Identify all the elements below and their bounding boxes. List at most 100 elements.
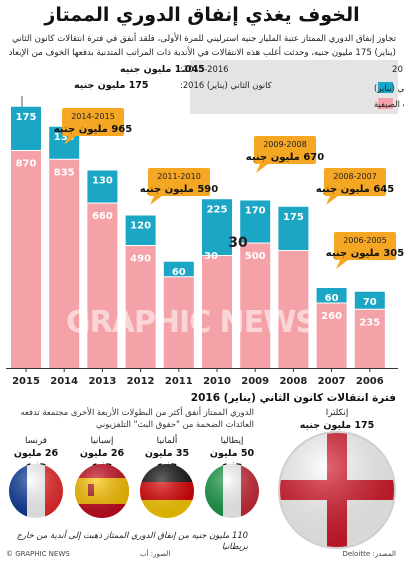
x-tick-label: 2007 [318, 376, 346, 387]
bar-summer-2012 [125, 245, 156, 368]
callout-2006: 2006-2005 305 مليون جنيه [326, 232, 404, 269]
x-tick-label: 2013 [88, 376, 116, 387]
callout-box [254, 136, 316, 164]
callout-2011: 2011-2010 590 مليون جنيه [140, 168, 218, 205]
callout-2009: 2009-2008 670 مليون جنيه [246, 136, 324, 173]
bar-summer-2015 [11, 150, 41, 368]
value-label-january: 225 [207, 204, 228, 215]
callout-note: كانون الثاني (يناير) 2016: [180, 80, 272, 90]
callout-2007: 2008-2007 645 مليون جنيه [316, 168, 394, 205]
legend-panel [190, 60, 398, 114]
value-label-january: 60 [172, 267, 186, 278]
country-name-germany: ألمانيا [156, 436, 178, 446]
bar-summer-2011 [163, 276, 194, 368]
value-label-january: 70 [363, 297, 377, 308]
legend-label: فترة انتقالات كانون الثاني (يناير) [374, 83, 404, 93]
value-label-summer: 870 [16, 159, 37, 170]
x-tick-label: 2011 [165, 376, 193, 387]
england-name: إنكلترا [325, 408, 349, 418]
x-tick-label: 2015 [12, 376, 40, 387]
bar-summer-2013 [87, 203, 118, 368]
x-tick-label: 2014 [50, 376, 78, 387]
callout-pointer [336, 260, 348, 269]
watermark: GRAPHIC NEWS [66, 305, 317, 340]
callout-pointer [64, 136, 76, 145]
foreign-spend-heading: فترة انتقالات كانون الثاني (يناير) 2016 [190, 392, 396, 404]
foreign-spend-note: الدوري الممتاز أنفق أكثر من البطولات الأ… [20, 407, 254, 429]
callout-box [334, 232, 396, 260]
bar-chart: إنفاق الدوري الممتاز 2006-2016 فترة انتقا… [5, 60, 404, 387]
callout-period: 2015-2016: [180, 64, 228, 74]
england-flag-icon [278, 431, 396, 549]
bar-summer-2008 [278, 250, 309, 368]
bar-january-2008 [278, 206, 309, 251]
value-label-summer: 235 [359, 317, 380, 328]
bar-summer-2006 [354, 309, 385, 368]
country-value-italy: 50 مليون جنيه [209, 448, 255, 470]
legend-swatch [378, 98, 393, 109]
bar-january-2012 [125, 215, 156, 246]
value-label-summer: 260 [321, 311, 342, 322]
bar-summer-2009 [240, 243, 271, 368]
value-label-january: 120 [130, 221, 151, 232]
country-value-germany: 35 مليون جنيه [144, 448, 190, 470]
bar-january-2006 [354, 291, 385, 310]
chart-title: إنفاق الدوري الممتاز 2006-2016 [392, 65, 404, 75]
extra-value-label: 30 [228, 235, 248, 251]
callout-pointer [150, 196, 162, 205]
bar-january-2010 [202, 199, 232, 256]
value-label-summer: 500 [245, 251, 266, 262]
value-label-january: 170 [245, 206, 266, 217]
country-name-italy: إيطاليا [220, 436, 244, 446]
x-tick-label: 2009 [241, 376, 269, 387]
page-subtitle: تجاوز إنفاق الدوري الممتاز عتبة المليار … [8, 34, 396, 58]
bar-summer-2014 [49, 159, 80, 368]
callout-period: 2008-2007 [333, 172, 377, 181]
callout-box [324, 168, 386, 196]
callout-pointer [326, 196, 338, 205]
callout-total-2015: 2015-2016:1.045 مليون جنيه كانون الثاني (… [5, 60, 272, 107]
country-name-france: فرنسا [24, 436, 48, 446]
extra-value-label: 30 [204, 251, 218, 262]
bar-january-2015 [11, 106, 41, 151]
callout-box [148, 168, 210, 196]
page-title: الخوف يغذي إنفاق الدوري الممتاز [44, 4, 360, 26]
value-label-january: 175 [283, 212, 304, 223]
callout-period: 2011-2010 [157, 172, 201, 181]
legend-swatch [378, 82, 393, 93]
callout-pointer [256, 164, 268, 173]
country-value-spain: 26 مليون جنيه [79, 448, 125, 470]
bar-january-2007 [316, 288, 347, 303]
bottom-note: 110 مليون جنيه من إنفاق الدوري الممتاز ذ… [16, 530, 248, 551]
callout-value: 645 مليون جنيه [316, 184, 394, 195]
x-tick-label: 2012 [127, 376, 155, 387]
country-value-france: 26 مليون جنيه [13, 448, 59, 470]
x-tick-label: 2006 [356, 376, 384, 387]
callout-value: 305 مليون جنيه [326, 248, 404, 259]
value-label-summer: 490 [130, 254, 151, 265]
bar-january-2011 [163, 261, 194, 277]
callout-2014: 2014-2015 965 مليون جنيه [54, 108, 132, 145]
value-label-summer: 835 [54, 167, 75, 178]
value-label-january: 60 [325, 293, 339, 304]
photo-credit: الصور: أب [140, 550, 171, 558]
value-label-january: 175 [16, 112, 37, 123]
callout-value: 590 مليون جنيه [140, 184, 218, 195]
bar-summer-2007 [316, 303, 347, 368]
source-credit: المصدر: Deloitte [342, 550, 396, 558]
x-tick-label: 2008 [279, 376, 307, 387]
callout-value: 1.045 مليون جنيه [120, 64, 205, 75]
value-label-january: 130 [92, 176, 113, 187]
spain-flag-icon [75, 464, 129, 518]
legend-label: فترة الانتقالات الصيفية [374, 99, 404, 109]
england-value: 175 مليون جنيه [299, 420, 375, 431]
value-label-summer: 660 [92, 211, 113, 222]
bar-january-2009 [240, 200, 271, 243]
callout-period: 2014-2015 [71, 112, 115, 121]
copyright: © GRAPHIC NEWS [6, 550, 70, 558]
callout-period: 2009-2008 [263, 140, 307, 149]
x-tick-label: 2010 [203, 376, 231, 387]
value-label-january: 130 [54, 132, 75, 143]
callout-value: 670 مليون جنيه [246, 152, 324, 163]
